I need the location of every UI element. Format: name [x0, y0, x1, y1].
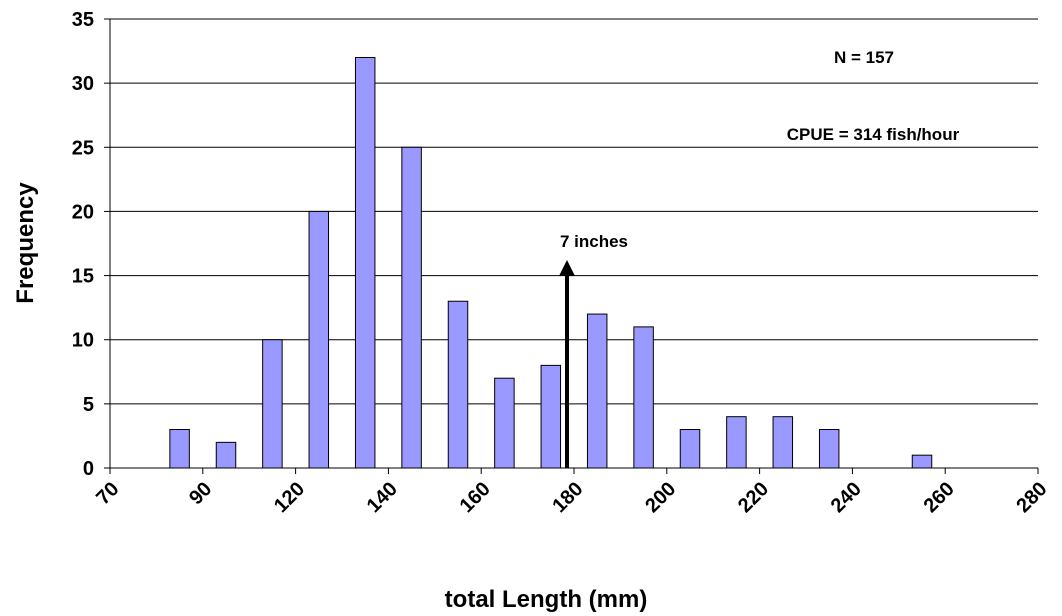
arrow-head	[559, 260, 575, 276]
bar	[818, 429, 840, 469]
x-tick-label: 240	[827, 478, 866, 517]
x-tick-labels: 70 90 120 140 160 180 200 220 240 260 280	[92, 478, 1051, 517]
y-tick-labels: 0 5 10 15 20 25 30 35	[72, 9, 94, 480]
x-tick-label: 160	[456, 478, 495, 517]
x-tick-label: 200	[641, 478, 680, 517]
bar	[262, 339, 283, 469]
bar	[911, 454, 933, 469]
x-tick-label: 90	[185, 478, 216, 509]
bar	[540, 364, 562, 469]
bar	[726, 416, 747, 469]
y-tick-label: 25	[72, 137, 94, 159]
x-tick-label: 260	[920, 478, 959, 517]
bar	[494, 377, 515, 469]
bar	[215, 441, 237, 469]
bar	[772, 416, 794, 469]
y-tick-label: 5	[83, 394, 94, 416]
y-tick-label: 15	[72, 266, 94, 288]
y-tick-label: 35	[72, 9, 94, 31]
bar	[354, 56, 376, 469]
bar	[401, 146, 422, 469]
x-tick-label: 120	[270, 478, 309, 517]
y-tick-label: 20	[72, 201, 94, 223]
y-axis-title: Frequency	[12, 182, 39, 304]
y-tick-label: 10	[72, 330, 94, 352]
bars	[169, 56, 933, 469]
axes	[104, 18, 1039, 474]
y-tick-label: 30	[72, 73, 94, 95]
bar	[169, 429, 190, 469]
n-label: N = 157	[834, 48, 894, 67]
x-tick-label: 180	[548, 478, 587, 517]
bar	[447, 300, 469, 469]
cpue-label: CPUE = 314 fish/hour	[787, 125, 960, 144]
x-tick-label: 280	[1012, 478, 1051, 517]
y-tick-label: 0	[83, 458, 94, 480]
x-tick-label: 70	[92, 478, 123, 509]
x-tick-label: 220	[734, 478, 773, 517]
bar	[308, 210, 330, 469]
x-tick-label: 140	[363, 478, 402, 517]
x-axis-title: total Length (mm)	[445, 586, 648, 613]
seven-inch-arrow	[559, 260, 575, 468]
bar	[633, 326, 654, 469]
bar	[586, 313, 608, 469]
bar	[679, 429, 701, 469]
arrow-label: 7 inches	[560, 232, 628, 251]
